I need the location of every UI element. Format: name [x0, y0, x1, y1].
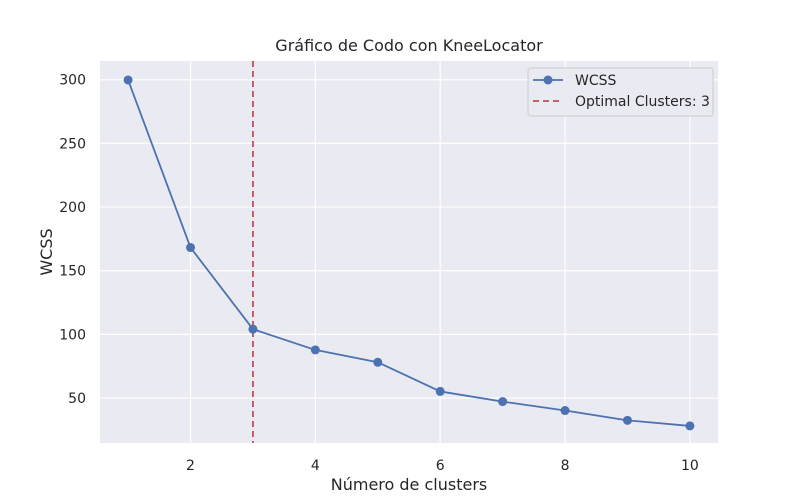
grid: [100, 61, 718, 443]
series-layer: [123, 75, 695, 431]
y-axis-label: WCSS: [37, 228, 56, 275]
x-axis-label: Número de clusters: [331, 475, 487, 494]
chart-title: Gráfico de Codo con KneeLocator: [275, 36, 543, 55]
y-tick-label: 200: [59, 200, 86, 216]
wcss-point: [560, 406, 570, 416]
wcss-point: [622, 415, 632, 425]
y-tick-label: 250: [59, 136, 86, 152]
x-tick-labels: 2 4 6 8 10: [186, 458, 699, 474]
legend-wcss-marker: [543, 75, 553, 85]
y-tick-label: 50: [68, 391, 86, 407]
wcss-point: [373, 357, 383, 367]
y-tick-label: 150: [59, 264, 86, 280]
plot-area: [100, 61, 718, 443]
y-tick-labels: 50 100 150 200 250 300: [59, 73, 86, 407]
wcss-point: [435, 386, 445, 396]
x-tick-label: 10: [681, 458, 699, 474]
x-tick-label: 6: [436, 458, 445, 474]
x-tick-label: 2: [186, 458, 195, 474]
wcss-point: [310, 345, 320, 355]
wcss-line: [127, 79, 690, 427]
legend: WCSS Optimal Clusters: 3: [527, 67, 714, 117]
wcss-point: [248, 324, 258, 334]
wcss-point: [186, 243, 196, 253]
x-tick-label: 8: [561, 458, 570, 474]
wcss-point: [685, 421, 695, 431]
wcss-point: [123, 75, 133, 85]
legend-box: [527, 67, 714, 117]
y-tick-label: 100: [59, 327, 86, 343]
legend-optimal-label: Optimal Clusters: 3: [575, 94, 710, 110]
x-tick-label: 4: [311, 458, 320, 474]
wcss-point: [498, 397, 508, 407]
legend-wcss-label: WCSS: [575, 73, 617, 89]
y-tick-label: 300: [59, 73, 86, 89]
